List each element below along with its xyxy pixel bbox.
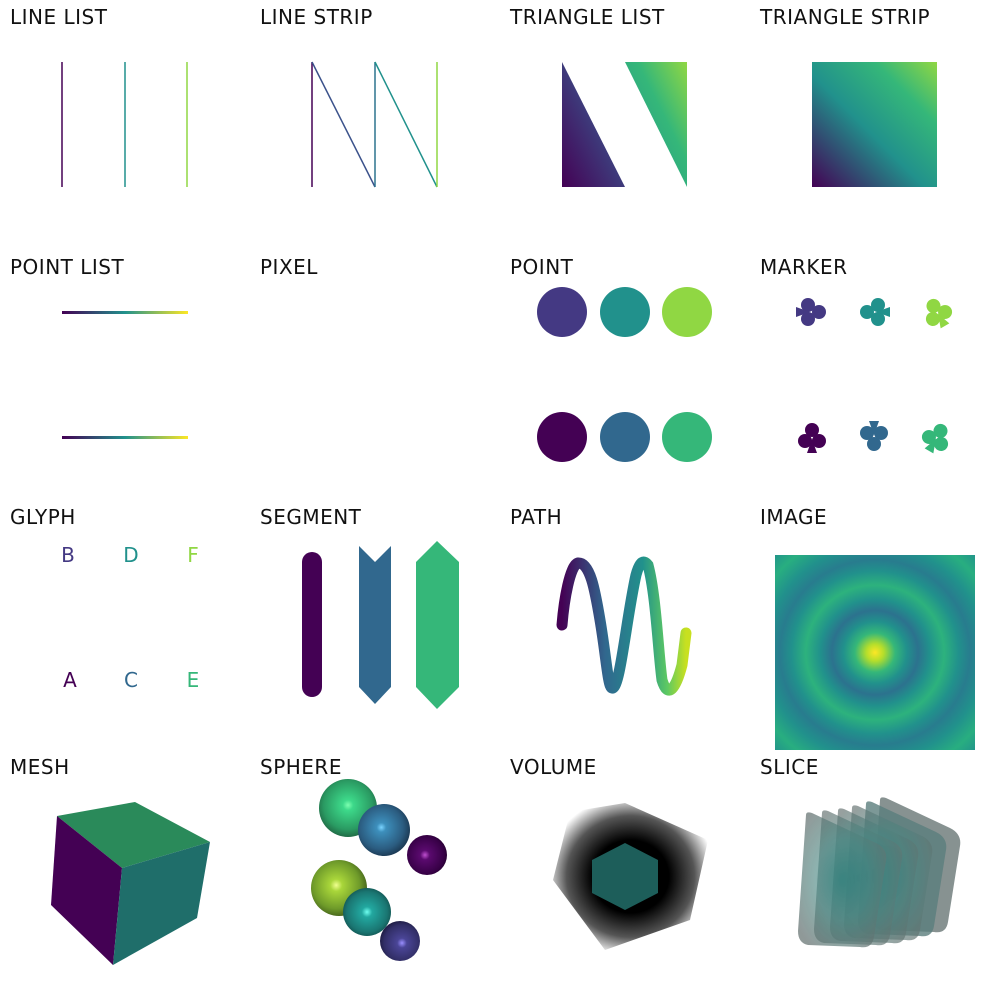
glyph-letter: B — [61, 543, 75, 567]
glyph-letter: A — [63, 668, 77, 692]
panel-title-line-strip: LINE STRIP — [260, 5, 373, 29]
triangle-list-tri-2 — [625, 62, 687, 187]
panel-title-point-list: POINT LIST — [10, 255, 124, 279]
volume-panel — [553, 803, 708, 950]
glyph-letter: C — [124, 668, 138, 692]
club-icon — [860, 421, 888, 451]
panel-title-volume: VOLUME — [510, 755, 597, 779]
glyph-letter: D — [123, 543, 138, 567]
panel-title-line-list: LINE LIST — [10, 5, 108, 29]
panel-title-pixel: PIXEL — [260, 255, 318, 279]
club-icon — [921, 423, 949, 454]
glyph-letter: E — [187, 668, 200, 692]
club-icon — [925, 298, 953, 329]
panel-title-mesh: MESH — [10, 755, 70, 779]
club-icon — [798, 423, 826, 453]
glyph-panel: B D F A C E — [61, 543, 199, 692]
point-panel — [537, 287, 712, 462]
club-icon — [860, 298, 890, 326]
point-list-panel — [62, 311, 188, 439]
panel-title-point: POINT — [510, 255, 574, 279]
line-strip-panel — [311, 61, 438, 188]
panel-title-glyph: GLYPH — [10, 505, 76, 529]
mesh-cube — [51, 802, 210, 965]
segment-panel — [302, 541, 459, 709]
triangle-list-tri-1 — [562, 62, 625, 187]
panel-title-slice: SLICE — [760, 755, 819, 779]
panel-title-triangle-strip: TRIANGLE STRIP — [759, 5, 930, 29]
panel-title-segment: SEGMENT — [260, 505, 362, 529]
panel-title-image: IMAGE — [760, 505, 827, 529]
club-icon — [796, 298, 826, 326]
glyph-letter: F — [187, 543, 199, 567]
pixel-panel — [312, 312, 438, 438]
marker-panel — [796, 298, 953, 454]
path-sine-curve — [556, 556, 692, 696]
triangle-strip-quad — [812, 62, 937, 187]
panel-title-sphere: SPHERE — [260, 755, 342, 779]
panel-title-path: PATH — [510, 505, 562, 529]
slice-panel — [798, 797, 961, 948]
panel-title-triangle-list: TRIANGLE LIST — [509, 5, 665, 29]
panel-title-marker: MARKER — [760, 255, 847, 279]
image-radial-field — [775, 555, 975, 750]
line-list-panel — [61, 62, 188, 187]
triangle-list-panel — [562, 62, 687, 187]
sphere-panel — [311, 779, 447, 961]
